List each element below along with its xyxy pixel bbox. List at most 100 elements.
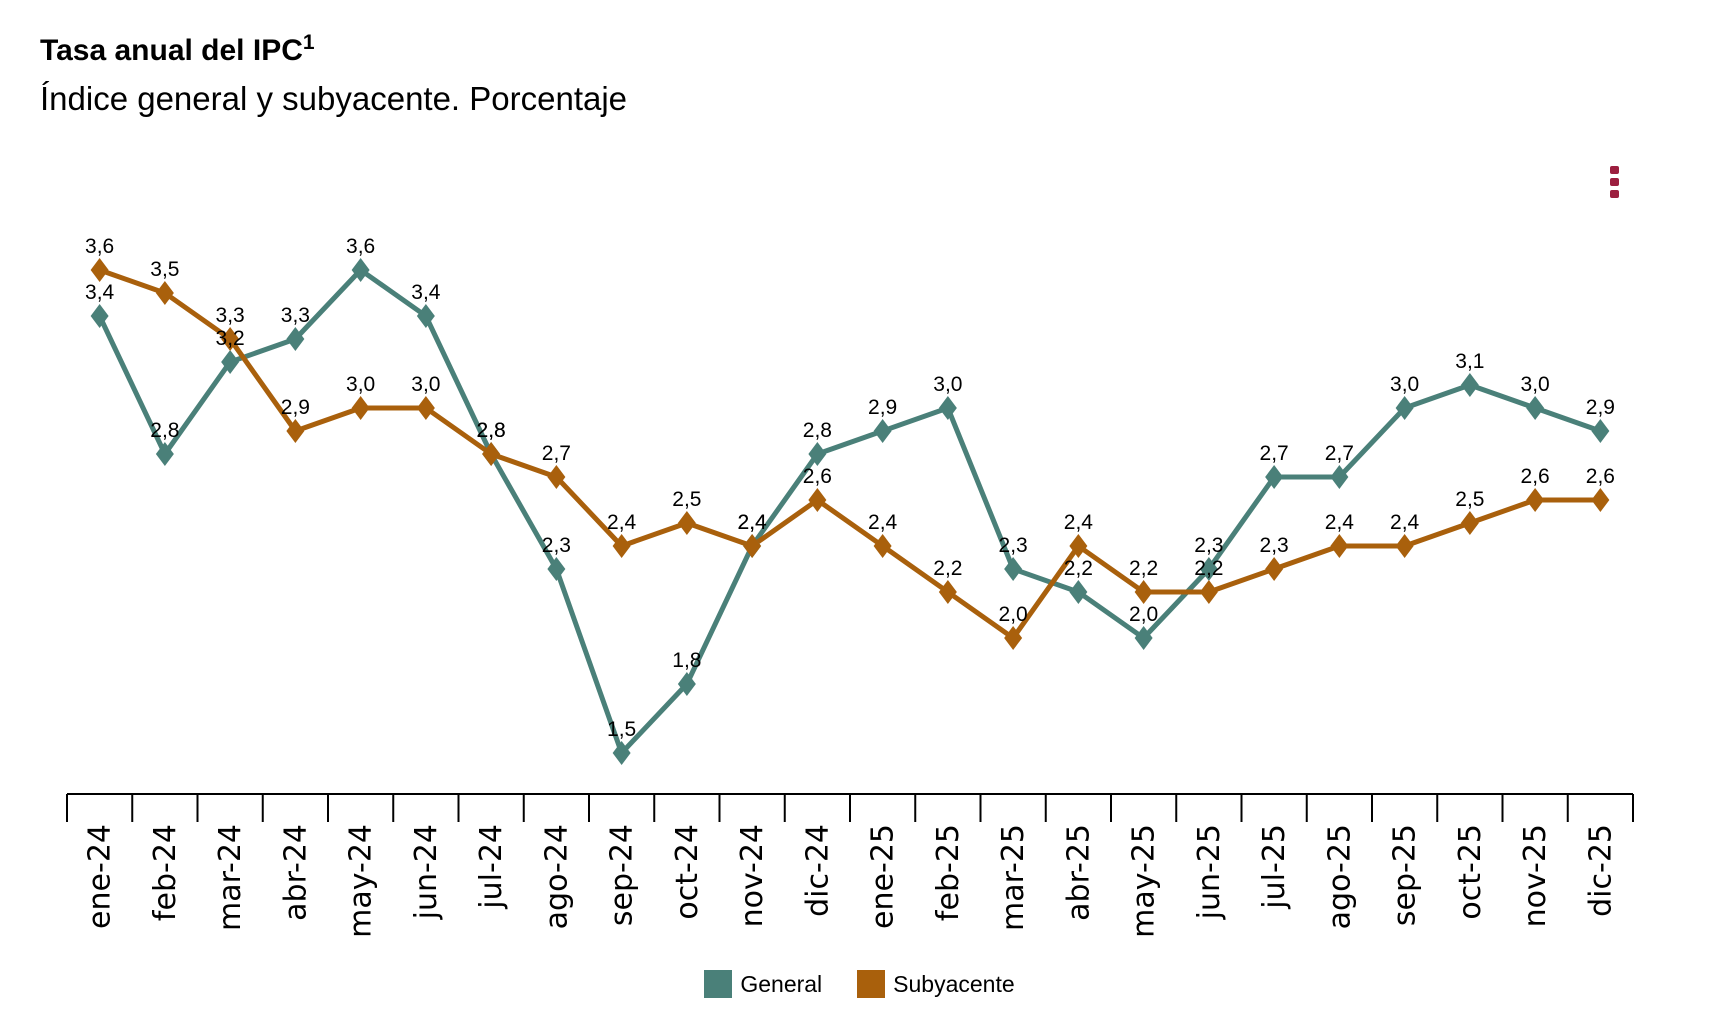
- data-label-subyacente-abr-25: 2,4: [1064, 511, 1094, 534]
- data-label-general-dic-24: 2,8: [803, 419, 832, 442]
- x-tick-label-mar-25: mar-25: [996, 824, 1031, 931]
- legend-swatch-subyacente: [857, 970, 886, 998]
- point-subyacente-jul-25: [1265, 557, 1284, 581]
- x-tick-label-jul-25: jul-25: [1257, 824, 1292, 910]
- legend-swatch-general: [704, 970, 733, 998]
- data-label-general-nov-25: 3,0: [1521, 373, 1550, 396]
- more-options-button[interactable]: [1608, 166, 1622, 202]
- data-label-general-oct-25: 3,1: [1455, 350, 1484, 373]
- x-tick-label-mar-24: mar-24: [213, 824, 248, 931]
- x-tick-label-abr-24: abr-24: [278, 824, 313, 921]
- data-label-general-sep-24: 1,5: [607, 718, 636, 741]
- point-general-dic-25: [1591, 419, 1610, 443]
- x-tick-label-may-24: may-24: [344, 824, 379, 938]
- data-label-general-ene-25: 2,9: [868, 396, 897, 419]
- data-label-subyacente-sep-25: 2,4: [1390, 511, 1420, 534]
- point-general-feb-24: [155, 442, 174, 466]
- point-general-nov-25: [1526, 396, 1545, 420]
- data-label-general-may-24: 3,6: [346, 235, 375, 258]
- x-tick-label-jul-24: jul-24: [474, 824, 509, 910]
- data-label-general-dic-25: 2,9: [1586, 396, 1615, 419]
- point-general-abr-25: [1069, 580, 1088, 604]
- point-general-mar-25: [1004, 557, 1023, 581]
- title-footnote-marker: 1: [302, 31, 315, 54]
- chart-title-text: Tasa anual del IPC: [40, 34, 303, 67]
- data-label-general-jul-25: 2,7: [1260, 442, 1289, 465]
- point-general-ene-25: [873, 419, 892, 443]
- data-label-general-may-25: 2,0: [1129, 603, 1158, 626]
- data-label-subyacente-jul-25: 2,3: [1260, 534, 1289, 557]
- x-tick-label-dic-25: dic-25: [1583, 824, 1618, 917]
- more-vertical-icon-dot: [1610, 190, 1619, 198]
- x-tick-label-oct-24: oct-24: [670, 824, 705, 920]
- data-label-general-feb-24: 2,8: [150, 419, 179, 442]
- chart-title: Tasa anual del IPC1: [40, 31, 315, 68]
- data-label-general-ene-24: 3,4: [85, 281, 115, 304]
- data-label-subyacente-nov-24: 2,4: [738, 511, 768, 534]
- point-general-sep-25: [1395, 396, 1414, 420]
- point-subyacente-dic-25: [1591, 488, 1610, 512]
- point-subyacente-ago-25: [1330, 534, 1349, 558]
- data-label-subyacente-oct-25: 2,5: [1455, 488, 1484, 511]
- line-chart: ene-24 feb-24 mar-24 abr-24 may-24 jun-24 jul-…: [66, 235, 1634, 938]
- point-general-jun-24: [416, 304, 435, 328]
- data-label-general-jul-24: 2,8: [477, 419, 506, 442]
- point-subyacente-ago-24: [547, 465, 566, 489]
- legend-label-subyacente: Subyacente: [893, 970, 1015, 997]
- point-subyacente-dic-24: [808, 488, 827, 512]
- data-label-subyacente-jul-24: 2,8: [477, 419, 506, 442]
- data-label-subyacente-jun-24: 3,0: [411, 373, 440, 396]
- data-label-subyacente-ene-24: 3,6: [85, 235, 114, 258]
- legend-item-general[interactable]: General: [704, 970, 822, 998]
- data-label-general-jun-24: 3,4: [411, 281, 441, 304]
- data-label-subyacente-jun-25: 2,2: [1194, 557, 1223, 580]
- data-label-general-nov-24: 2,4: [738, 511, 768, 534]
- point-subyacente-abr-24: [286, 419, 305, 443]
- point-subyacente-oct-25: [1460, 511, 1479, 535]
- point-general-feb-25: [938, 396, 957, 420]
- point-general-jun-25: [1199, 557, 1218, 581]
- data-label-general-ago-25: 2,7: [1325, 442, 1354, 465]
- point-subyacente-feb-25: [938, 580, 957, 604]
- data-label-subyacente-dic-25: 2,6: [1586, 465, 1615, 488]
- point-subyacente-may-24: [351, 396, 370, 420]
- data-label-subyacente-mar-24: 3,3: [216, 304, 245, 327]
- x-tick-label-sep-24: sep-24: [605, 824, 640, 926]
- x-tick-label-abr-25: abr-25: [1061, 824, 1096, 921]
- point-subyacente-mar-24: [221, 327, 240, 351]
- data-label-general-oct-24: 1,8: [672, 649, 701, 672]
- data-label-subyacente-ago-25: 2,4: [1325, 511, 1355, 534]
- data-label-general-ago-24: 2,3: [542, 534, 571, 557]
- x-tick-label-jun-25: jun-25: [1192, 824, 1227, 920]
- data-label-subyacente-feb-24: 3,5: [150, 258, 179, 281]
- more-vertical-icon: [1610, 166, 1619, 174]
- x-tick-label-dic-24: dic-24: [800, 824, 835, 917]
- point-subyacente-oct-24: [677, 511, 696, 535]
- data-label-subyacente-mar-25: 2,0: [999, 603, 1028, 626]
- point-subyacente-abr-25: [1069, 534, 1088, 558]
- x-tick-label-ago-24: ago-24: [539, 824, 574, 929]
- data-label-subyacente-abr-24: 2,9: [281, 396, 310, 419]
- data-label-subyacente-dic-24: 2,6: [803, 465, 832, 488]
- data-label-general-abr-24: 3,3: [281, 304, 310, 327]
- data-label-subyacente-oct-24: 2,5: [672, 488, 701, 511]
- series-line-general: [97, 267, 1602, 756]
- data-label-general-mar-25: 2,3: [999, 534, 1028, 557]
- data-label-general-feb-25: 3,0: [933, 373, 962, 396]
- x-tick-label-may-25: may-25: [1127, 824, 1162, 938]
- legend-label-general: General: [740, 970, 823, 997]
- data-label-subyacente-ago-24: 2,7: [542, 442, 571, 465]
- data-label-general-jun-25: 2,3: [1194, 534, 1223, 557]
- data-label-subyacente-may-24: 3,0: [346, 373, 375, 396]
- point-general-oct-24: [677, 672, 696, 696]
- x-tick-label-ene-24: ene-24: [83, 824, 118, 929]
- legend-item-subyacente[interactable]: Subyacente: [857, 970, 1015, 998]
- point-subyacente-ene-25: [873, 534, 892, 558]
- point-general-ene-24: [90, 304, 109, 328]
- data-label-subyacente-feb-25: 2,2: [933, 557, 962, 580]
- point-general-oct-25: [1460, 373, 1479, 397]
- data-label-subyacente-ene-25: 2,4: [868, 511, 898, 534]
- x-tick-label-ago-25: ago-25: [1322, 824, 1357, 929]
- point-general-mar-24: [221, 350, 240, 374]
- point-subyacente-feb-24: [155, 281, 174, 305]
